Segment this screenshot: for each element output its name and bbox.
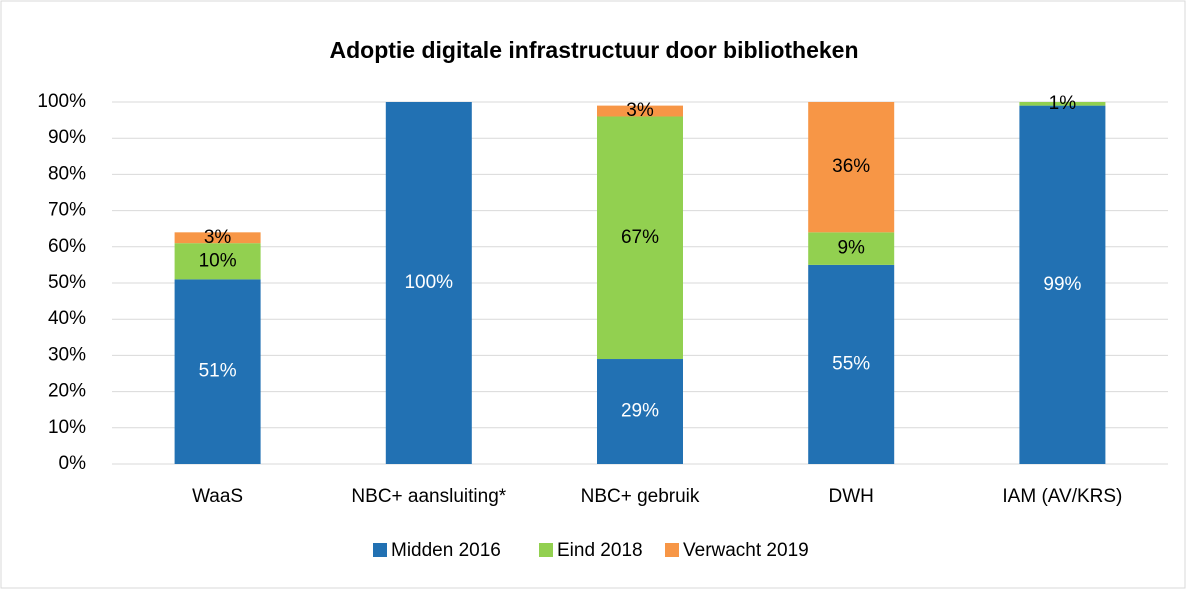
- data-label: 36%: [832, 156, 870, 177]
- y-tick-label: 30%: [48, 344, 86, 365]
- data-label: 55%: [832, 353, 870, 374]
- x-tick-label: NBC+ gebruik: [581, 486, 700, 507]
- y-tick-label: 70%: [48, 200, 86, 221]
- y-tick-label: 0%: [59, 453, 87, 474]
- chart-title: Adoptie digitale infrastructuur door bib…: [329, 37, 858, 63]
- data-label: 51%: [199, 361, 237, 382]
- legend-swatch: [373, 543, 387, 557]
- x-tick-label: NBC+ aansluiting*: [351, 486, 506, 507]
- bar-segment: [174, 243, 261, 280]
- x-tick-label: WaaS: [192, 486, 243, 507]
- y-tick-label: 10%: [48, 417, 86, 438]
- data-label: 1%: [1049, 93, 1077, 114]
- data-label: 67%: [621, 227, 659, 248]
- y-tick-label: 100%: [37, 91, 86, 112]
- bar-segment: [174, 232, 261, 244]
- bar-segment: [597, 359, 683, 464]
- bar-segment: [1019, 105, 1106, 465]
- y-tick-label: 50%: [48, 272, 86, 293]
- y-tick-label: 90%: [48, 127, 86, 148]
- data-label: 100%: [404, 272, 453, 293]
- y-tick-label: 20%: [48, 381, 86, 402]
- data-label: 3%: [204, 227, 232, 248]
- legend-swatch: [665, 543, 679, 557]
- data-label: 10%: [199, 250, 237, 271]
- bar-segment: [174, 279, 261, 464]
- legend-swatch: [539, 543, 553, 557]
- legend-label: Verwacht 2019: [683, 540, 809, 561]
- data-label: 29%: [621, 401, 659, 422]
- x-tick-label: IAM (AV/KRS): [1002, 486, 1122, 507]
- legend-label: Eind 2018: [557, 540, 643, 561]
- y-tick-label: 60%: [48, 236, 86, 257]
- data-label: 99%: [1043, 274, 1081, 295]
- bar-segment: [808, 232, 895, 265]
- y-tick-label: 80%: [48, 163, 86, 184]
- legend-label: Midden 2016: [391, 540, 501, 561]
- data-label: 3%: [626, 100, 654, 121]
- x-tick-label: DWH: [829, 486, 874, 507]
- bar-segment: [385, 102, 472, 464]
- data-label: 9%: [837, 238, 865, 259]
- bar-segment: [1019, 102, 1106, 106]
- y-tick-label: 40%: [48, 308, 86, 329]
- bar-segment: [808, 264, 895, 464]
- bar-segment: [597, 105, 683, 117]
- bar-segment: [808, 102, 895, 233]
- bar-segment: [597, 116, 683, 360]
